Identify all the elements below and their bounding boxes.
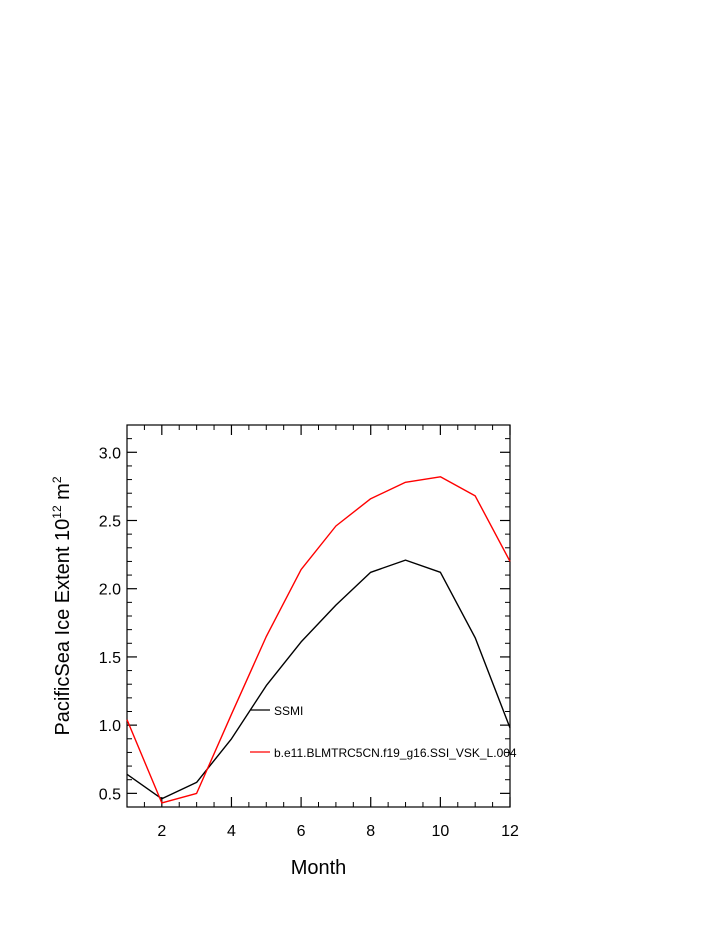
x-tick-label: 12 [501, 823, 519, 840]
legend-label-ssmi: SSMI [274, 704, 303, 718]
y-tick-label: 3.0 [99, 445, 121, 462]
x-tick-label: 2 [157, 823, 166, 840]
y-tick-label: 0.5 [99, 786, 121, 803]
y-axis-label-exp2: 2 [50, 476, 64, 483]
x-axis-label: Month [291, 857, 347, 879]
x-tick-label: 6 [297, 823, 306, 840]
x-tick-label: 4 [227, 823, 236, 840]
legend: SSMI b.e11.BLMTRC5CN.f19_g16.SSI_VSK_L.0… [250, 704, 517, 760]
y-tick-label: 1.5 [99, 650, 121, 667]
series-lines [126, 476, 511, 804]
x-tick-label: 8 [366, 823, 375, 840]
y-tick-label: 1.0 [99, 718, 121, 735]
y-axis-label: PacificSea Ice Extent 1012 m2 [50, 476, 74, 735]
major-ticks [127, 425, 511, 807]
y-axis-label-main: PacificSea Ice Extent 10 [52, 519, 74, 736]
y-tick-label: 2.5 [99, 514, 121, 531]
y-tick-labels: 0.5 1.0 1.5 2.0 2.5 3.0 [99, 445, 121, 803]
minor-ticks [126, 425, 510, 807]
y-axis-label-unit: m [52, 483, 74, 505]
y-tick-label: 2.0 [99, 582, 121, 599]
x-tick-labels: 2 4 6 8 10 12 [157, 823, 519, 840]
legend-label-model: b.e11.BLMTRC5CN.f19_g16.SSI_VSK_L.004 [274, 746, 517, 760]
series-line-ssmi [126, 559, 511, 800]
y-axis-label-exp1: 12 [50, 505, 64, 519]
series-line-model [126, 476, 511, 804]
x-tick-label: 10 [431, 823, 449, 840]
